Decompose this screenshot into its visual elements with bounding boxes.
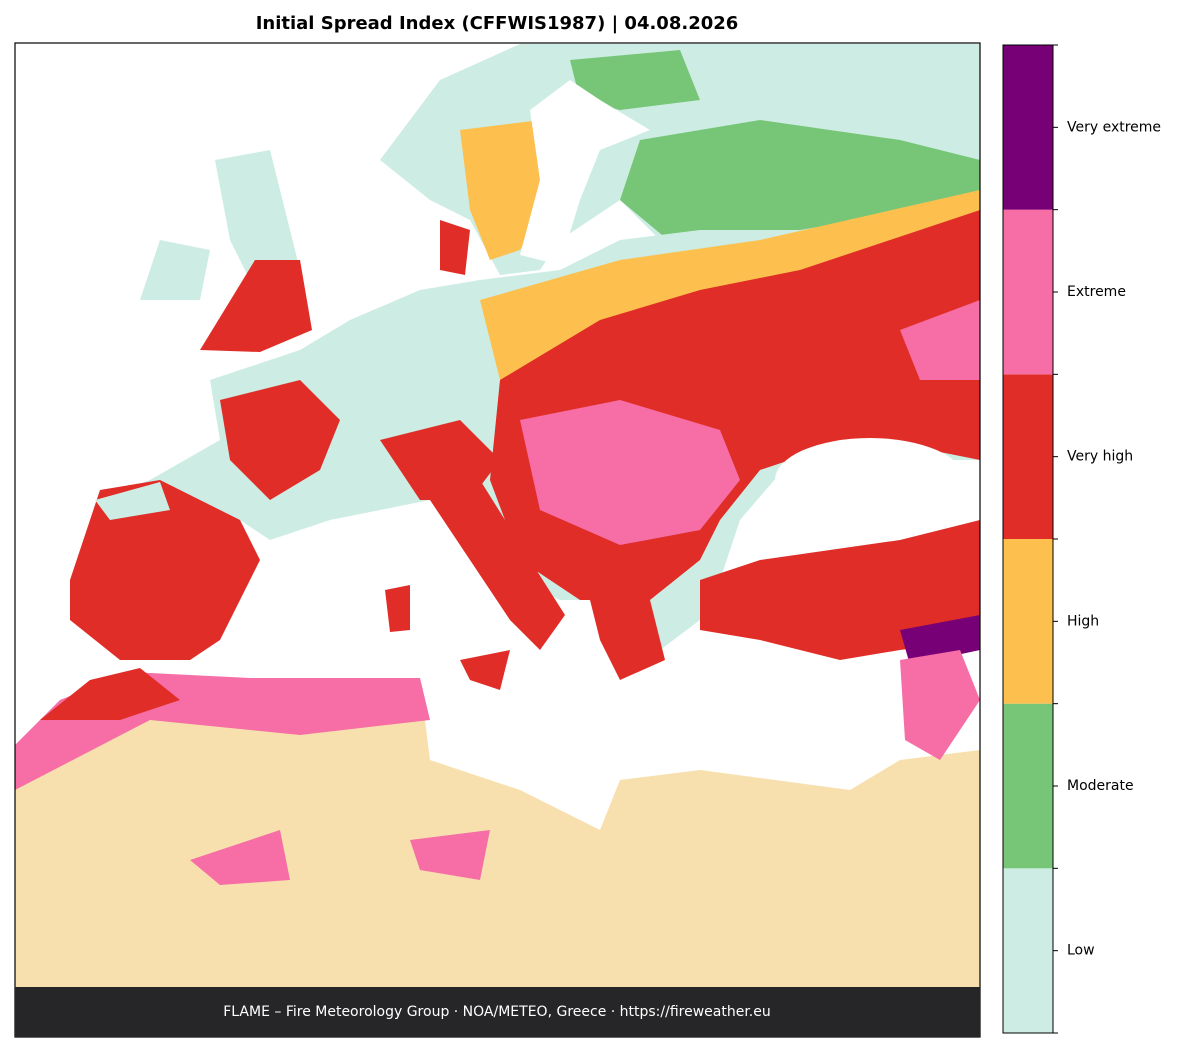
finland-moderate — [570, 50, 700, 110]
iberia — [70, 480, 260, 660]
sahara-patch — [190, 830, 290, 885]
footer-bar — [15, 987, 980, 1037]
legend-swatch — [1003, 868, 1053, 1033]
turkey — [700, 520, 980, 660]
legend-swatch — [1003, 374, 1053, 539]
legend-swatch — [1003, 539, 1053, 704]
denmark — [440, 220, 470, 275]
legend-label: Very extreme — [1067, 119, 1161, 135]
france-veryhigh — [220, 380, 340, 500]
sweden-high — [460, 120, 550, 260]
russia-extreme — [900, 300, 980, 380]
legend-swatch — [1003, 209, 1053, 375]
greece — [590, 600, 665, 680]
legend-label: Low — [1067, 943, 1095, 959]
legend-label: Moderate — [1067, 778, 1134, 794]
italy — [430, 460, 565, 650]
legend-label: High — [1067, 613, 1099, 629]
title: Initial Spread Index (CFFWIS1987) | 04.0… — [256, 13, 739, 34]
morocco — [40, 668, 180, 720]
levant — [900, 650, 980, 760]
legend-label: Very high — [1067, 449, 1133, 465]
black-sea — [775, 438, 965, 522]
baltic-sea — [520, 80, 650, 265]
legend-label: Extreme — [1067, 284, 1126, 300]
ireland — [140, 240, 210, 300]
sardinia — [385, 585, 410, 632]
colorbar: Low Moderate High Very high Extreme Very extr… — [1002, 44, 1161, 1034]
scotland — [215, 150, 300, 280]
map — [14, 42, 981, 1038]
legend-swatch — [1003, 45, 1053, 210]
sicily — [460, 650, 510, 690]
balkans-extreme — [520, 400, 740, 545]
north-africa — [15, 680, 980, 987]
england — [200, 260, 312, 352]
footer-text: FLAME – Fire Meteorology Group · NOA/MET… — [223, 1004, 771, 1020]
legend-swatch — [1003, 703, 1053, 869]
legend-frame — [1002, 44, 1054, 1034]
iberia-north — [95, 482, 170, 520]
libya-patch — [410, 830, 490, 880]
